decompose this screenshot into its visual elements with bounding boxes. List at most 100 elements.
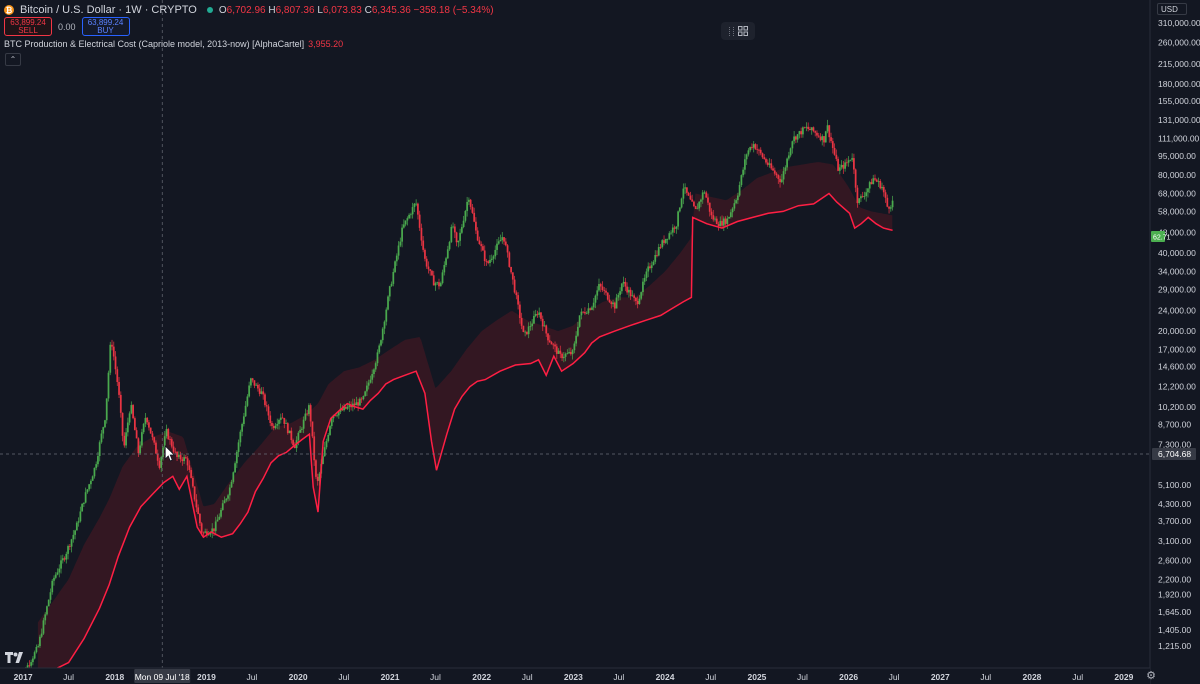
candle-body xyxy=(230,481,233,488)
candle-body xyxy=(176,451,178,457)
candle-body xyxy=(747,150,750,155)
candle-body xyxy=(860,196,862,199)
candle-body xyxy=(151,433,154,438)
candle-body xyxy=(891,200,894,208)
candle-body xyxy=(272,425,275,429)
layout-icon[interactable] xyxy=(737,26,748,36)
candle-body xyxy=(445,258,447,266)
candle-body xyxy=(707,197,709,203)
indicator-legend[interactable]: BTC Production & Electrical Cost (Caprio… xyxy=(4,39,343,49)
candle-body xyxy=(281,417,284,419)
candle-body xyxy=(105,398,108,421)
candle-body xyxy=(95,464,98,468)
candle-body xyxy=(499,240,502,242)
candle-body xyxy=(684,187,687,189)
candle-body xyxy=(522,325,525,332)
candle-body xyxy=(360,398,363,400)
last-price-label: 62.71 xyxy=(1153,235,1171,242)
candle-body xyxy=(794,136,797,140)
currency-selector[interactable]: USD xyxy=(1157,3,1187,15)
candle-body xyxy=(740,175,743,186)
candle-body xyxy=(402,224,405,228)
candle-body xyxy=(742,169,745,176)
candle-body xyxy=(675,226,678,229)
open-value: 6,702.96 xyxy=(226,4,266,16)
candle-body xyxy=(227,495,229,499)
candle-body xyxy=(756,149,759,151)
time-tick-label: 2028 xyxy=(1023,672,1042,682)
candle-body xyxy=(566,353,569,354)
candle-body xyxy=(195,499,198,508)
symbol-title[interactable]: Bitcoin / U.S. Dollar · 1W · CRYPTO xyxy=(20,4,197,16)
crosshair-price-label: 6,704.68 xyxy=(1158,449,1191,459)
price-tick-label: 310,000.00 xyxy=(1158,18,1200,28)
candle-body xyxy=(617,294,620,298)
candle-body xyxy=(823,136,825,143)
candle-body xyxy=(638,298,641,305)
crosshair-price-tag xyxy=(1152,448,1196,461)
time-axis[interactable]: 2017 Jul 2018 2019 Jul 2020 Jul 2021 Jul 2022 Jul 2… xyxy=(14,672,1134,682)
candle-body xyxy=(467,199,470,202)
production-cost-line xyxy=(15,192,893,681)
candle-body xyxy=(826,125,829,132)
candle-body xyxy=(666,238,669,240)
candle-body xyxy=(680,198,683,208)
candle-body xyxy=(448,242,451,250)
layout-toolbar[interactable] xyxy=(721,22,755,40)
candle-body xyxy=(418,214,421,228)
candle-body xyxy=(364,391,367,397)
candle-body xyxy=(53,577,55,581)
candle-body xyxy=(133,418,136,431)
candle-body xyxy=(202,532,205,534)
candle-body xyxy=(54,574,57,578)
time-tick-label: 2018 xyxy=(105,672,124,682)
buy-button[interactable]: 63,899.24 BUY xyxy=(81,17,130,36)
candle-body xyxy=(487,261,490,263)
candle-body xyxy=(844,162,847,169)
candle-body xyxy=(520,318,523,326)
last-price-tag xyxy=(1151,231,1165,242)
time-tick-label: Jul xyxy=(889,672,900,682)
candle-body xyxy=(796,134,799,140)
candle-body xyxy=(158,460,161,468)
candle-body xyxy=(538,312,541,315)
collapse-legend-button[interactable]: ⌃ xyxy=(5,53,21,66)
price-axis-background xyxy=(1150,0,1200,684)
price-tick-label: 20,000.00 xyxy=(1158,326,1196,336)
candle-body xyxy=(817,135,820,137)
candle-body xyxy=(288,430,291,434)
candle-body xyxy=(754,144,757,150)
crosshair-layer xyxy=(0,0,1150,668)
candle-body xyxy=(239,431,242,443)
candle-body xyxy=(710,211,713,216)
candle-body xyxy=(761,153,764,158)
high-value: 6,807.36 xyxy=(275,4,315,16)
candle-body xyxy=(485,260,488,262)
candle-body xyxy=(536,313,539,315)
price-axis[interactable]: 310,000.00 260,000.00 215,000.00 180,000.00… xyxy=(1158,18,1200,651)
candle-body xyxy=(271,422,273,426)
candle-body xyxy=(49,592,52,600)
candle-body xyxy=(369,379,372,383)
axis-settings-icon[interactable]: ⚙ xyxy=(1146,670,1156,682)
candle-body xyxy=(673,227,676,229)
candle-body xyxy=(770,163,773,169)
candle-body xyxy=(107,372,110,399)
candle-body xyxy=(626,286,629,293)
drag-handle-icon[interactable] xyxy=(728,26,734,36)
price-tick-label: 2,600.00 xyxy=(1158,556,1191,566)
candle-body xyxy=(552,344,555,346)
candle-body xyxy=(870,182,873,185)
candle-body xyxy=(805,126,808,128)
candle-body xyxy=(652,261,655,266)
candle-body xyxy=(334,415,337,417)
candle-body xyxy=(807,126,810,130)
candle-body xyxy=(218,516,221,520)
sell-button[interactable]: 63,899.24 SELL xyxy=(4,17,52,36)
price-tick-label: 68,000.00 xyxy=(1158,188,1196,198)
candle-body xyxy=(685,187,688,193)
candle-body xyxy=(315,460,317,477)
candle-body xyxy=(439,283,442,287)
candle-body xyxy=(455,232,458,243)
